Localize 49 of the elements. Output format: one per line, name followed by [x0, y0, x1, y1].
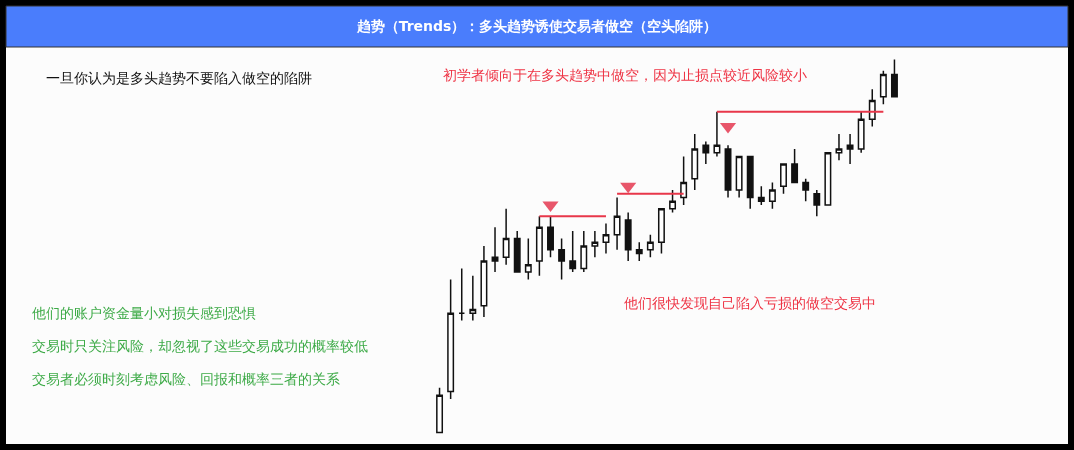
text: 一旦你认为是多头趋势不要陷入做空的陷阱 — [46, 70, 312, 86]
candlestick — [857, 110, 865, 154]
candlestick — [524, 237, 532, 281]
candlestick — [846, 133, 854, 165]
candlestick — [813, 189, 821, 217]
candlestick — [624, 211, 632, 262]
candlestick — [436, 387, 444, 434]
candlestick — [469, 275, 477, 322]
candlestick — [646, 234, 654, 258]
candlestick — [580, 230, 588, 273]
candlestick — [791, 148, 799, 184]
candlestick — [657, 207, 665, 255]
annotation: 他们很快发现自己陷入亏损的做空交易中 — [624, 295, 876, 311]
candlestick — [702, 140, 710, 165]
candlestick — [691, 133, 699, 191]
candlestick — [535, 215, 543, 277]
candlestick — [513, 230, 521, 273]
candlestick — [824, 151, 832, 206]
candlestick — [724, 144, 732, 199]
candlestick — [569, 230, 577, 273]
candlestick — [458, 267, 466, 322]
candlestick — [746, 155, 754, 210]
candlestick — [613, 196, 621, 251]
text: 交易时只关注风险，却忽视了这些交易成功的概率较低 — [32, 338, 368, 354]
candlestick — [780, 163, 787, 195]
candlestick — [491, 226, 499, 273]
candlestick — [669, 189, 677, 214]
candlestick — [591, 230, 599, 258]
candlestick — [868, 88, 876, 128]
text: 他们的账户资金量小对损失感到恐惧 — [32, 305, 256, 321]
candlestick — [635, 241, 643, 262]
candlestick — [447, 278, 455, 400]
candlestick — [547, 215, 554, 258]
candlestick — [835, 133, 843, 161]
candlestick — [768, 181, 776, 210]
candlestick — [502, 207, 510, 266]
candlestick — [879, 69, 887, 105]
candlestick — [735, 155, 743, 199]
candlestick — [890, 58, 898, 98]
candlestick — [602, 222, 610, 255]
chart-title: 趋势（Trends）：多头趋势诱使交易者做空（空头陷阱） — [355, 17, 718, 34]
annotation: 初学者倾向于在多头趋势中做空，因为止损点较近风险较小 — [443, 67, 807, 83]
candlestick — [757, 185, 765, 206]
candlestick — [802, 178, 810, 202]
candlestick — [680, 155, 688, 206]
text: 交易者必须时刻考虑风险、回报和概率三者的关系 — [32, 371, 340, 387]
candlestick — [558, 237, 566, 281]
candlestick — [713, 110, 721, 158]
candlestick — [480, 245, 488, 318]
